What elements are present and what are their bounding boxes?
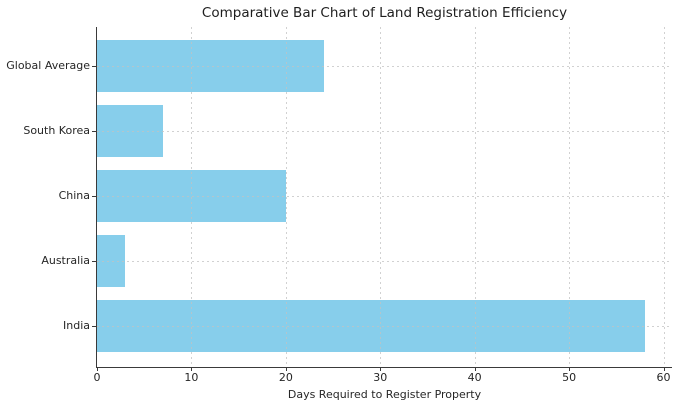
- h-gridline: [97, 326, 672, 327]
- x-tick-label: 0: [93, 371, 101, 384]
- y-axis-spine: [96, 27, 97, 368]
- x-tick: [474, 367, 476, 371]
- y-tick-label: India: [63, 318, 90, 332]
- y-tick: [92, 196, 96, 197]
- x-tick-label: 60: [656, 371, 671, 384]
- h-gridline: [97, 66, 672, 67]
- h-gridline: [97, 261, 672, 262]
- y-tick: [92, 261, 96, 262]
- plot-area: [96, 27, 672, 368]
- y-tick-label: Global Average: [6, 58, 90, 72]
- x-tick: [191, 367, 193, 371]
- y-tick-label: South Korea: [23, 123, 90, 137]
- x-tick-label: 10: [184, 371, 199, 384]
- y-tick: [92, 131, 96, 132]
- v-gridline: [191, 27, 193, 367]
- v-gridline: [474, 27, 476, 367]
- y-tick: [92, 326, 96, 327]
- v-gridline: [569, 27, 571, 367]
- v-gridline: [380, 27, 382, 367]
- x-tick: [663, 367, 665, 371]
- x-tick: [569, 367, 571, 371]
- x-tick-label: 50: [562, 371, 577, 384]
- y-tick: [92, 66, 96, 67]
- h-gridline: [97, 131, 672, 132]
- x-tick-label: 40: [467, 371, 482, 384]
- v-gridline: [663, 27, 665, 367]
- h-gridline: [97, 196, 672, 197]
- x-tick-label: 30: [373, 371, 388, 384]
- y-tick-label: China: [58, 188, 90, 202]
- x-axis-label: Days Required to Register Property: [287, 388, 482, 401]
- y-tick-label: Australia: [41, 253, 90, 267]
- v-gridline: [285, 27, 287, 367]
- x-tick: [97, 367, 98, 371]
- x-tick-label: 20: [278, 371, 293, 384]
- x-axis-spine: [96, 367, 672, 368]
- x-tick: [380, 367, 382, 371]
- x-tick: [285, 367, 287, 371]
- chart-title: Comparative Bar Chart of Land Registrati…: [201, 5, 568, 21]
